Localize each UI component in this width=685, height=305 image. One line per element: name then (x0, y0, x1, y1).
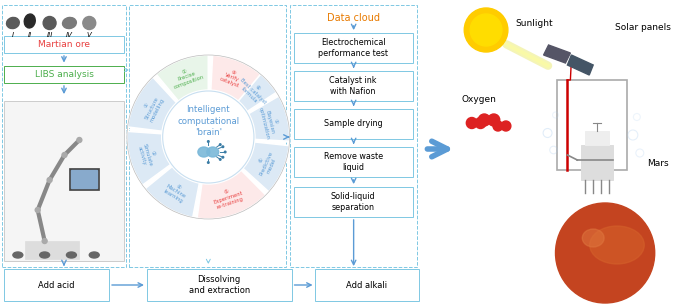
Text: V: V (87, 32, 92, 38)
Ellipse shape (13, 252, 23, 258)
Text: Add acid: Add acid (38, 281, 75, 289)
Wedge shape (232, 67, 277, 112)
Text: Solid-liquid
separation: Solid-liquid separation (331, 192, 375, 212)
Wedge shape (211, 55, 260, 102)
Bar (129, 5, 286, 267)
FancyBboxPatch shape (147, 269, 292, 301)
Bar (290, 5, 416, 267)
FancyBboxPatch shape (294, 147, 412, 177)
Bar (71, 170, 97, 188)
Text: ⑧
Best catalyst
formula: ⑧ Best catalyst formula (235, 74, 271, 109)
Circle shape (556, 203, 655, 303)
Text: Martian ore: Martian ore (38, 40, 90, 49)
Text: Remove waste
liquid: Remove waste liquid (323, 152, 383, 172)
Bar (585, 131, 609, 145)
Bar (25, 241, 79, 259)
Circle shape (77, 138, 82, 142)
Ellipse shape (83, 16, 96, 30)
Ellipse shape (43, 16, 56, 30)
Ellipse shape (89, 252, 99, 258)
Text: Sunlight: Sunlight (516, 20, 553, 28)
Circle shape (464, 8, 508, 52)
Text: ②
Structure
modelling: ② Structure modelling (138, 92, 165, 124)
Text: ④
Machine
learning: ④ Machine learning (162, 179, 189, 205)
FancyBboxPatch shape (294, 187, 412, 217)
Text: Oxygen: Oxygen (461, 95, 496, 105)
Bar (582, 145, 613, 180)
Text: Data cloud: Data cloud (327, 13, 380, 23)
Ellipse shape (207, 147, 219, 157)
Text: ⑨
Verify
catalyst: ⑨ Verify catalyst (219, 66, 245, 89)
Circle shape (222, 156, 224, 158)
Text: Dissolving
and extraction: Dissolving and extraction (188, 275, 250, 295)
Text: LIBS analysis: LIBS analysis (34, 70, 93, 79)
Text: ③
Simulate
activity: ③ Simulate activity (136, 141, 158, 168)
Circle shape (475, 117, 486, 128)
Circle shape (470, 14, 502, 46)
Wedge shape (248, 96, 290, 141)
FancyBboxPatch shape (316, 269, 419, 301)
Circle shape (162, 90, 255, 184)
Text: Sample drying: Sample drying (324, 120, 382, 128)
Ellipse shape (582, 229, 604, 247)
FancyBboxPatch shape (294, 71, 412, 101)
Text: ⑦
Bayesian
optimization: ⑦ Bayesian optimization (258, 104, 282, 140)
Ellipse shape (7, 17, 19, 29)
FancyBboxPatch shape (4, 66, 124, 83)
Wedge shape (145, 166, 199, 217)
FancyBboxPatch shape (294, 109, 412, 139)
Circle shape (466, 117, 477, 128)
Ellipse shape (590, 226, 645, 264)
Wedge shape (156, 55, 208, 102)
FancyBboxPatch shape (4, 37, 124, 53)
Wedge shape (197, 170, 266, 219)
Text: Solar panels: Solar panels (615, 23, 671, 31)
Wedge shape (127, 77, 177, 131)
Circle shape (478, 114, 490, 126)
Text: Electrochemical
performance test: Electrochemical performance test (318, 38, 388, 58)
Ellipse shape (40, 252, 49, 258)
Text: II: II (27, 32, 32, 38)
Text: I: I (12, 32, 14, 38)
Text: III: III (47, 32, 53, 38)
Circle shape (225, 151, 226, 153)
FancyBboxPatch shape (4, 269, 109, 301)
Ellipse shape (198, 147, 210, 157)
Text: Catalyst ink
with Nafion: Catalyst ink with Nafion (329, 76, 377, 96)
Text: Add alkali: Add alkali (347, 281, 388, 289)
Text: IV: IV (66, 32, 73, 38)
Bar (69, 168, 99, 190)
Text: ⑥
Predictive
model: ⑥ Predictive model (253, 148, 279, 178)
Circle shape (42, 239, 47, 243)
Text: ①
Precise
composition: ① Precise composition (169, 63, 205, 90)
Wedge shape (127, 131, 171, 185)
Circle shape (488, 114, 500, 126)
Circle shape (208, 141, 209, 142)
Ellipse shape (66, 252, 77, 258)
Circle shape (501, 121, 511, 131)
Circle shape (219, 159, 221, 160)
Circle shape (35, 207, 40, 213)
Ellipse shape (24, 14, 35, 28)
Text: Intelligent
computational
'brain': Intelligent computational 'brain' (177, 106, 239, 137)
Bar (4, 101, 124, 261)
Circle shape (219, 144, 221, 145)
Circle shape (47, 178, 52, 182)
Ellipse shape (62, 17, 76, 29)
Bar (2, 5, 126, 267)
Text: Mars: Mars (647, 159, 669, 167)
Circle shape (222, 146, 224, 148)
Circle shape (493, 121, 503, 131)
Polygon shape (567, 55, 593, 75)
Circle shape (62, 152, 67, 157)
Wedge shape (242, 142, 289, 192)
Polygon shape (544, 45, 571, 63)
Bar (558, 80, 627, 170)
Text: ⑤
Experiment
re-training: ⑤ Experiment re-training (211, 185, 246, 210)
FancyBboxPatch shape (294, 33, 412, 63)
Circle shape (208, 162, 209, 163)
